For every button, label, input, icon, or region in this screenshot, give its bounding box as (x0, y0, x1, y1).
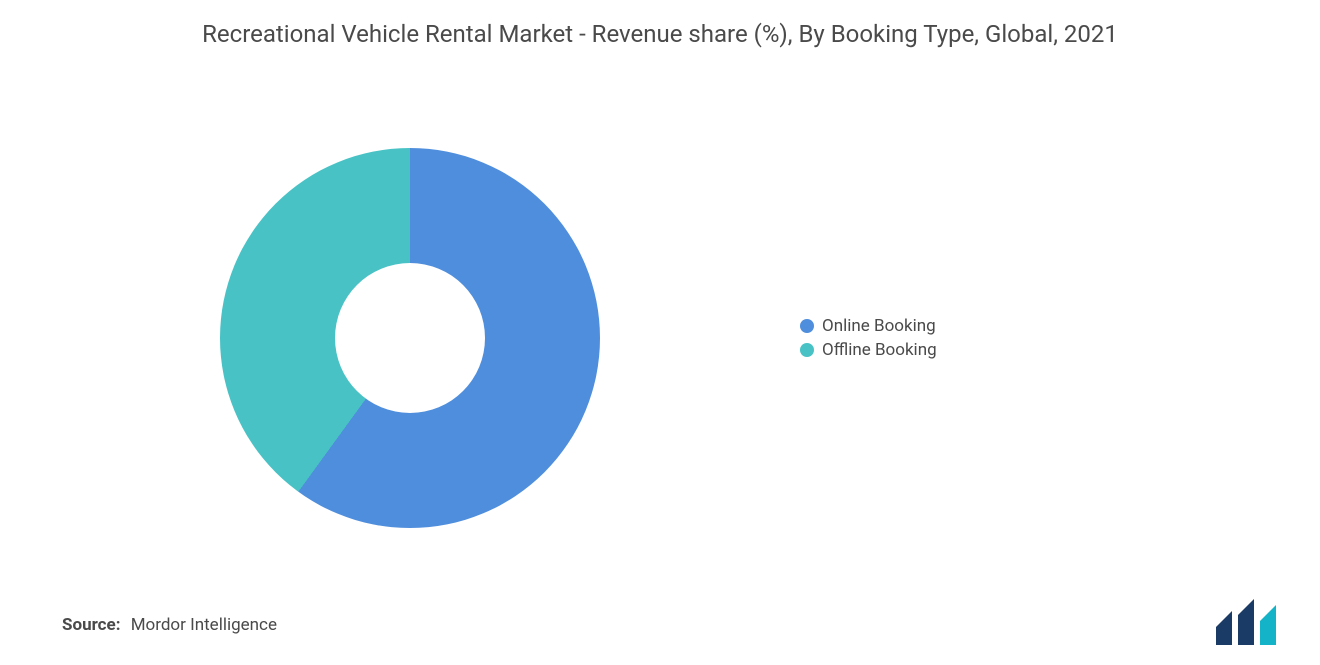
logo-bar-3 (1260, 605, 1276, 645)
legend-label-offline: Offline Booking (822, 340, 937, 360)
brand-logo-icon (1210, 597, 1290, 645)
logo-bar-1 (1216, 611, 1232, 645)
source-label: Source: (62, 615, 120, 635)
legend-item-offline: Offline Booking (800, 340, 937, 360)
legend-item-online: Online Booking (800, 316, 937, 336)
donut-chart (220, 148, 600, 528)
source-attribution: Source: Mordor Intelligence (62, 615, 277, 635)
source-value: Mordor Intelligence (131, 615, 277, 635)
legend-swatch-online (800, 319, 814, 333)
donut-ring (220, 148, 600, 528)
legend: Online Booking Offline Booking (800, 312, 937, 364)
logo-bar-2 (1238, 599, 1254, 645)
chart-title: Recreational Vehicle Rental Market - Rev… (0, 0, 1320, 50)
legend-label-online: Online Booking (822, 316, 936, 336)
legend-swatch-offline (800, 343, 814, 357)
chart-area: Online Booking Offline Booking (0, 100, 1320, 575)
